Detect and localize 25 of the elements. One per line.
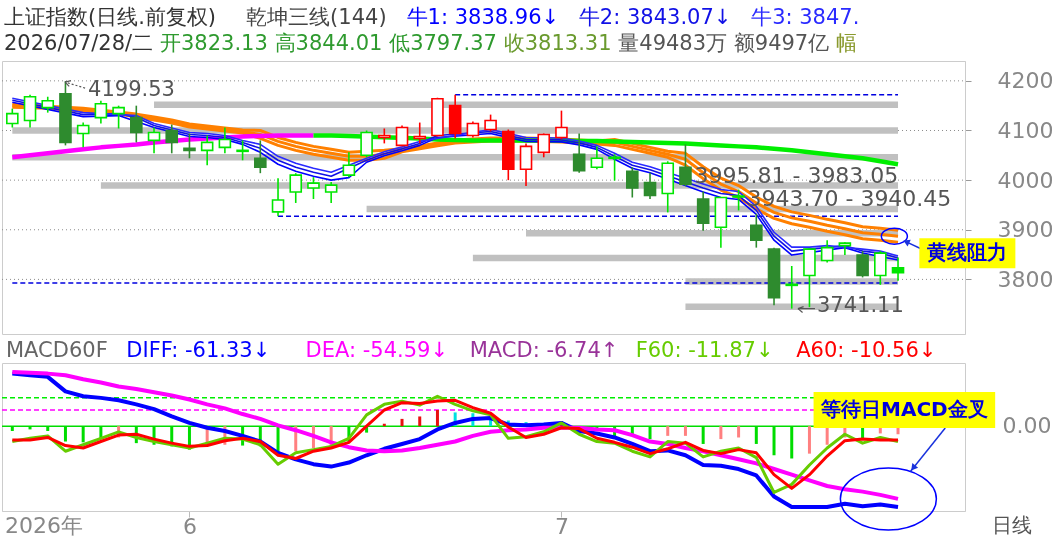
text: 黄线阻力 [926,240,1008,265]
y-tick-label: 4100 [997,117,1054,143]
text: MACD: -6.74↑ [469,338,619,362]
chart-title: MACD60F [6,338,108,362]
text: 牛3: 3847. [751,5,860,29]
text: DEA: -54.59↓ [305,338,449,362]
ref-line-label: 0.00 [1002,413,1052,439]
x-tick-label: 6 [182,513,197,539]
chart-title: 上证指数(日线.前复权) [4,5,217,29]
y-tick-label: 3900 [997,217,1054,243]
text: 2026年 [5,513,83,538]
text: 乾坤三线(144) [246,5,387,29]
text: 牛2: 3843.07↓ [578,5,732,29]
annotation: 4199.53 [88,77,175,102]
text: 日线 [992,513,1032,537]
x-tick-label: 7 [554,513,569,539]
series-label: DIFF: -61.33↓ [126,338,271,362]
text: 牛1: 3838.96↓ [406,5,560,29]
annotation: 等待日MACD金叉 [820,396,988,421]
text: A60: -10.56↓ [796,338,937,362]
y-tick-label: 4200 [997,68,1054,94]
text: F60: -11.87↓ [635,338,774,362]
y-tick-label: 4000 [997,167,1054,193]
chart-subtitle: 2026/07/28/二 开3823.13 高3844.01 低3797.37 收3813.31 量49483万 额9497亿 幅 [4,31,857,55]
y-tick-label: 3800 [997,266,1054,292]
